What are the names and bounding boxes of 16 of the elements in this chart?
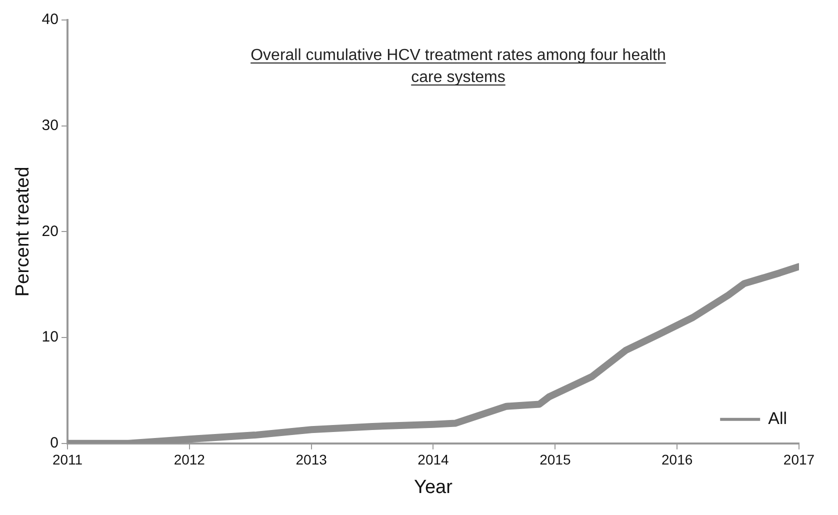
legend-label: All (768, 409, 788, 428)
y-tick-label: 20 (42, 222, 58, 240)
y-tick-label: 0 (50, 434, 58, 452)
x-tick-label: 2012 (174, 452, 206, 468)
x-tick-label: 2016 (662, 452, 693, 468)
x-tick-label: 2015 (540, 452, 571, 468)
text: Overall cumulative HCV treatment rates among four health care systems (250, 47, 666, 86)
y-axis-title: Percent treated (12, 166, 34, 297)
y-tick-label: 30 (42, 116, 58, 134)
x-tick-label: 2017 (783, 452, 815, 468)
x-tick-label: 2013 (296, 452, 328, 468)
y-tick-label: 10 (42, 328, 58, 346)
x-tick-label: 2014 (418, 452, 450, 468)
x-tick-label: 2011 (52, 452, 83, 468)
x-axis-title: Year (414, 476, 454, 498)
y-tick-label: 40 (42, 11, 58, 28)
